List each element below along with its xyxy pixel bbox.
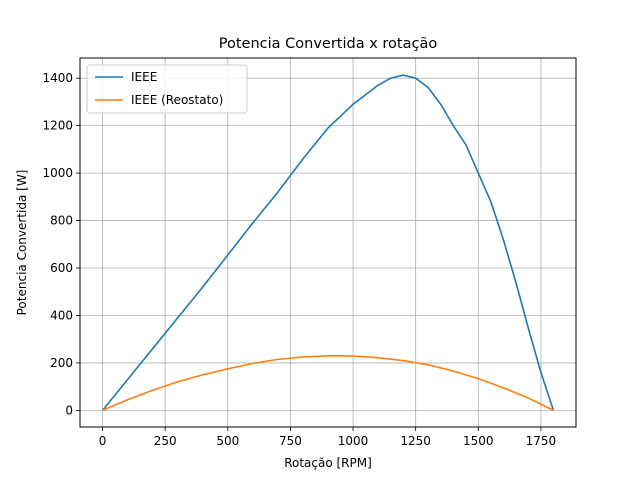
series-line-2 [102,355,554,412]
chart-title: Potencia Convertida x rotação [219,36,438,52]
x-tick-label: 750 [279,434,302,448]
y-tick-label: 1000 [42,166,73,180]
y-tick-label: 1200 [42,119,73,133]
plot-frame [79,57,577,428]
legend: IEEE IEEE (Reostato) [86,64,248,114]
x-tick-label: 250 [154,434,177,448]
y-tick-label: 400 [50,308,73,322]
x-tick-label: 1250 [400,434,431,448]
y-tick-label: 1400 [42,71,73,85]
x-tick-label: 1750 [526,434,557,448]
y-tick-label: 0 [65,403,73,417]
y-tick-label: 800 [50,214,73,228]
x-tick-label: 1500 [463,434,494,448]
x-tick-label: 0 [99,434,107,448]
grid [80,58,576,427]
y-axis-label: Potencia Convertida [W] [15,170,29,316]
ticks: 0 250 500 750 1000 1250 1500 1750 0 200 400 600 800 1… [42,71,556,448]
x-tick-label: 500 [216,434,239,448]
y-tick-label: 600 [50,261,73,275]
legend-label-1: IEEE [131,70,157,84]
y-tick-label: 200 [50,356,73,370]
series-layer [101,74,555,412]
x-tick-label: 1000 [338,434,369,448]
legend-label-2: IEEE (Reostato) [131,93,223,107]
x-axis-label: Rotação [RPM] [284,456,372,470]
series-line-1 [101,74,555,411]
legend-box [86,64,248,114]
